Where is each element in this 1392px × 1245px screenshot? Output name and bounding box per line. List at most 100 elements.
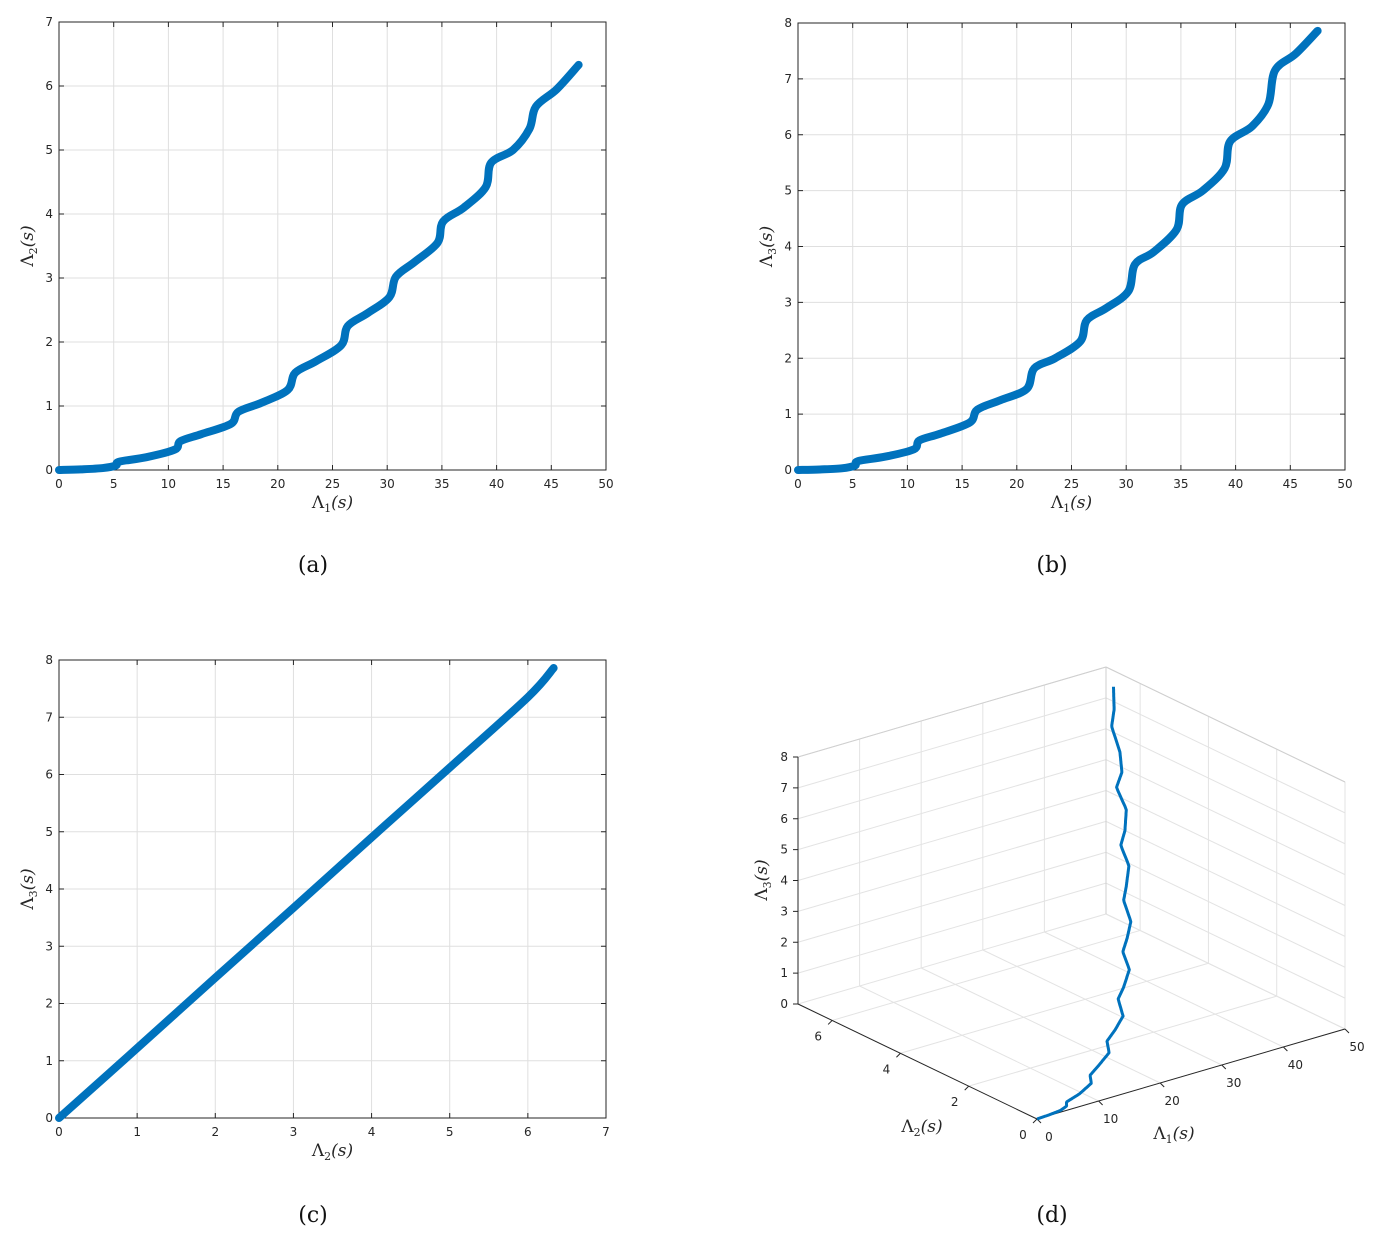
y-tick-label: 6 bbox=[784, 128, 792, 142]
box-edge bbox=[797, 666, 1107, 758]
x-tick-label: 3 bbox=[290, 1125, 298, 1139]
series-line-3d bbox=[1036, 686, 1133, 1121]
x-tick-label: 30 bbox=[380, 477, 395, 491]
y-tick-label: 5 bbox=[784, 184, 792, 198]
y-tick-label: 5 bbox=[45, 825, 53, 839]
floor-gridline bbox=[832, 929, 1141, 1021]
y-tick-mark bbox=[827, 1020, 833, 1025]
x-tick-mark bbox=[1283, 1046, 1288, 1052]
y-tick-label: 4 bbox=[45, 207, 53, 221]
x-axis-label: Λ1(s) bbox=[1050, 493, 1092, 515]
box-edge bbox=[1105, 666, 1346, 783]
y-tick-label: 2 bbox=[45, 997, 53, 1011]
y-tick-label: 1 bbox=[45, 1054, 53, 1068]
floor-gridline bbox=[920, 967, 1161, 1084]
x-tick-mark bbox=[1344, 1028, 1350, 1034]
panel-a: 0 5 10 15 20 25 30 35 40 45 5001234567Λ1(s)Λ2(s)(a… bbox=[18, 15, 614, 578]
y-axis-label: Λ2(s) bbox=[18, 225, 40, 267]
x-tick-label: 10 bbox=[900, 477, 915, 491]
y-tick-label: 1 bbox=[45, 399, 53, 413]
x-tick-label: 10 bbox=[161, 477, 176, 491]
x-tick-label: 45 bbox=[1283, 477, 1298, 491]
z-tick-label: 8 bbox=[780, 750, 788, 764]
x-tick-label: 1 bbox=[133, 1125, 141, 1139]
x-tick-label: 0 bbox=[794, 477, 802, 491]
x-tick-label: 30 bbox=[1226, 1076, 1241, 1090]
y-tick-label: 3 bbox=[45, 271, 53, 285]
y-axis-label: Λ2(s) bbox=[900, 1117, 942, 1139]
x-tick-label: 15 bbox=[954, 477, 969, 491]
y-tick-label: 4 bbox=[45, 882, 53, 896]
wall-gridline bbox=[1105, 882, 1346, 999]
wall-gridline bbox=[1105, 851, 1346, 968]
y-tick-mark bbox=[964, 1085, 970, 1091]
floor-gridline bbox=[982, 949, 1223, 1066]
wall-gridline bbox=[1105, 759, 1346, 876]
x-tick-label: 6 bbox=[524, 1125, 532, 1139]
y-tick-mark bbox=[896, 1052, 901, 1058]
y-tick-label: 6 bbox=[45, 79, 53, 93]
x-axis-label: Λ2(s) bbox=[311, 1141, 353, 1163]
wall-gridline bbox=[797, 820, 1107, 912]
y-axis-line bbox=[797, 1003, 1038, 1120]
y-tick-label: 7 bbox=[45, 710, 53, 724]
y-axis-label: Λ3(s) bbox=[18, 868, 40, 910]
y-tick-label: 8 bbox=[45, 653, 53, 667]
x-tick-label: 20 bbox=[1009, 477, 1024, 491]
x-tick-label: 30 bbox=[1119, 477, 1134, 491]
panel-caption: (d) bbox=[1036, 1203, 1067, 1228]
y-tick-label: 5 bbox=[45, 143, 53, 157]
z-tick-label: 5 bbox=[780, 843, 788, 857]
y-tick-label: 0 bbox=[1019, 1128, 1027, 1142]
x-tick-mark bbox=[1159, 1082, 1165, 1088]
x-tick-mark bbox=[1098, 1100, 1103, 1106]
wall-gridline bbox=[797, 790, 1107, 881]
x-tick-label: 2 bbox=[211, 1125, 219, 1139]
y-tick-label: 4 bbox=[883, 1062, 891, 1076]
x-tick-label: 15 bbox=[215, 477, 230, 491]
floor-gridline bbox=[859, 985, 1099, 1102]
x-tick-label: 35 bbox=[434, 477, 449, 491]
panel-b: 0 5 10 15 20 25 30 35 40 45 50012345678Λ1(s)Λ3(s)(… bbox=[757, 16, 1353, 578]
y-tick-label: 4 bbox=[784, 240, 792, 254]
y-tick-label: 3 bbox=[45, 939, 53, 953]
floor-gridline bbox=[1044, 931, 1284, 1048]
y-tick-label: 1 bbox=[784, 407, 792, 421]
panel-caption: (b) bbox=[1036, 553, 1067, 578]
wall-gridline bbox=[797, 913, 1107, 1005]
x-tick-label: 5 bbox=[849, 477, 857, 491]
wall-gridline bbox=[797, 851, 1107, 943]
y-tick-label: 6 bbox=[814, 1029, 822, 1043]
x-tick-label: 7 bbox=[602, 1125, 610, 1139]
x-tick-label: 20 bbox=[270, 477, 285, 491]
wall-gridline bbox=[1105, 820, 1346, 937]
series-line bbox=[794, 26, 1322, 474]
x-tick-label: 50 bbox=[1337, 477, 1352, 491]
wall-gridline bbox=[797, 728, 1107, 820]
z-tick-label: 2 bbox=[780, 935, 788, 949]
panel-d: 0 10 20 30 40 50 0 2 4 6 0 1 2 3 4 5 6 7 8 Λ1(s) Λ2(s) Λ3(s) (… bbox=[752, 666, 1365, 1228]
wall-gridline bbox=[1105, 790, 1346, 906]
x-tick-label: 40 bbox=[1288, 1058, 1303, 1072]
z-tick-label: 0 bbox=[780, 997, 788, 1011]
y-tick-label: 7 bbox=[784, 72, 792, 86]
wall-gridline bbox=[1105, 913, 1346, 1030]
x-tick-label: 4 bbox=[368, 1125, 376, 1139]
x-tick-label: 45 bbox=[544, 477, 559, 491]
y-tick-label: 7 bbox=[45, 15, 53, 29]
x-tick-label: 0 bbox=[55, 1125, 63, 1139]
y-tick-label: 2 bbox=[784, 351, 792, 365]
x-axis-label: Λ1(s) bbox=[311, 493, 353, 515]
panel-caption: (c) bbox=[298, 1203, 328, 1228]
x-tick-mark bbox=[1221, 1064, 1227, 1070]
panel-c: 0 1 2 3 4 5 6 7 0 1 2 3 4 5 6 7 8 Λ2(s) Λ3(s) (c) bbox=[18, 653, 610, 1228]
z-tick-label: 6 bbox=[780, 812, 788, 826]
x-tick-label: 25 bbox=[1064, 477, 1079, 491]
x-axis-label: Λ1(s) bbox=[1152, 1124, 1194, 1146]
wall-gridline bbox=[797, 697, 1107, 789]
x-tick-label: 40 bbox=[489, 477, 504, 491]
x-axis-line bbox=[1036, 1028, 1346, 1120]
floor-gridline bbox=[900, 962, 1209, 1054]
wall-gridline bbox=[797, 882, 1107, 974]
